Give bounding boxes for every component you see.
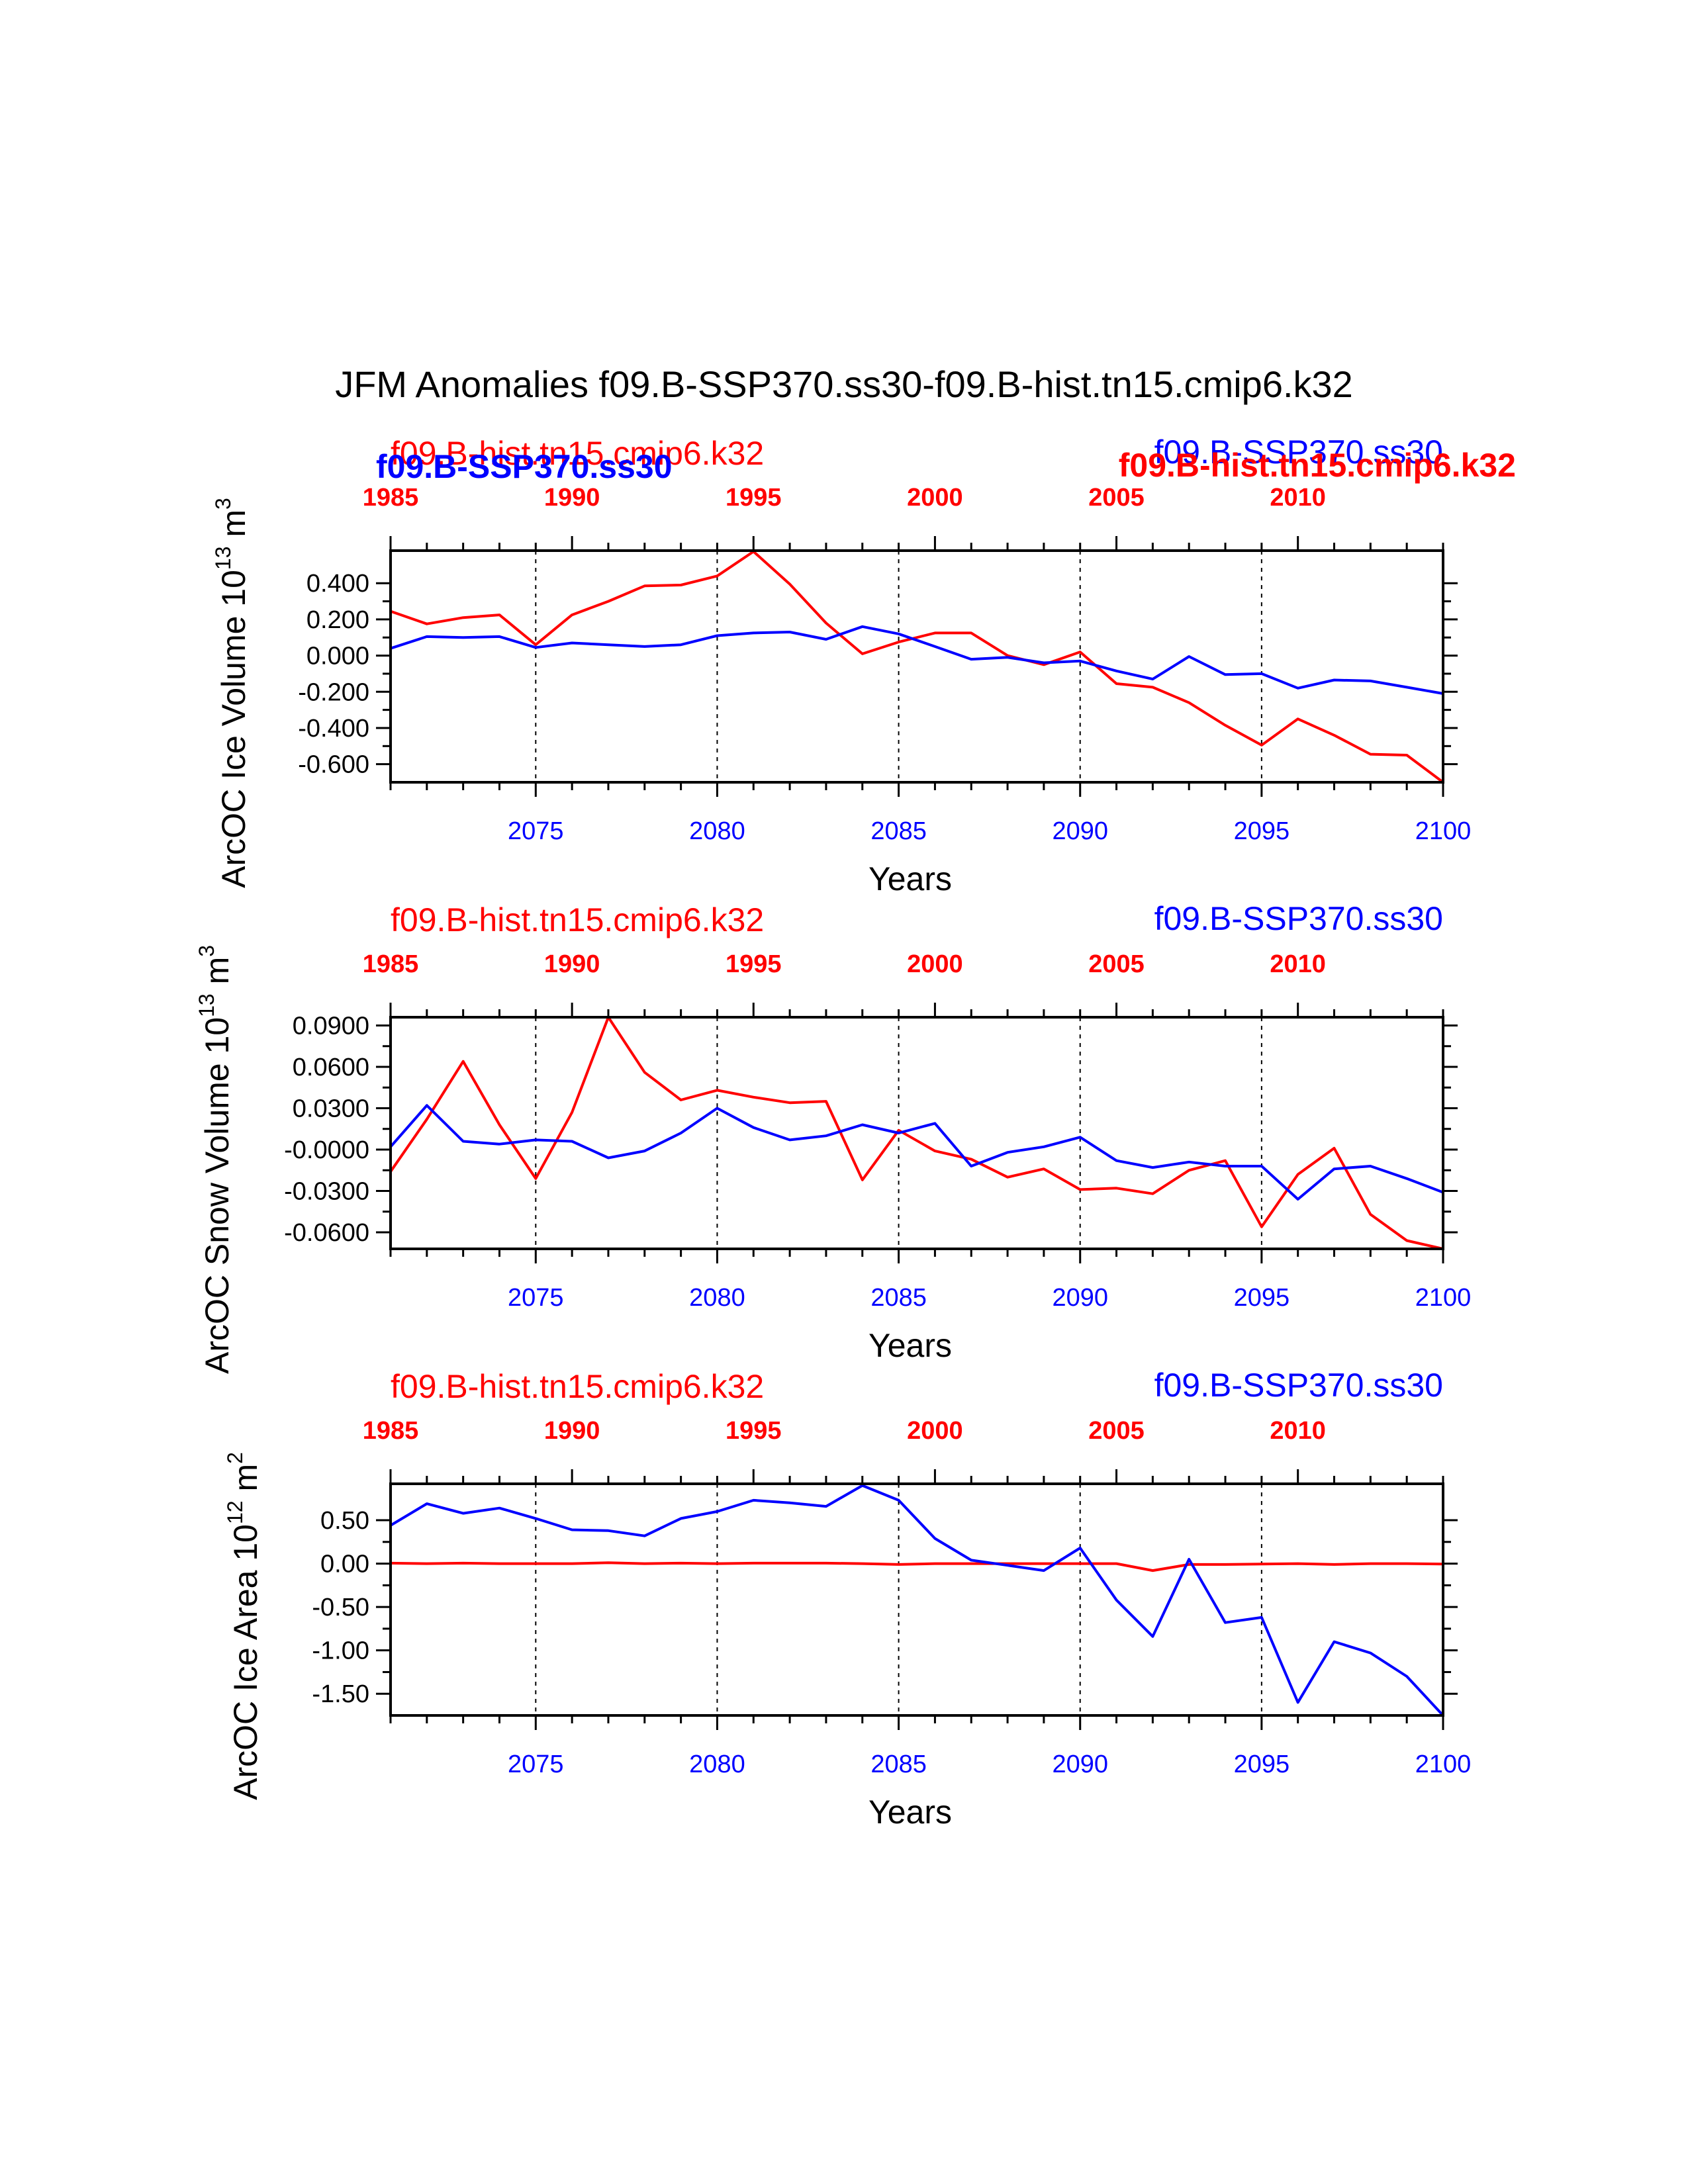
y-tick-label: 0.400 [306,570,369,598]
series-line-red [390,1561,1444,1572]
y-tick-label: -0.400 [298,715,369,743]
x-tick-label-bottom: 2100 [1415,1284,1472,1312]
y-tick-label: 0.0600 [293,1054,369,1081]
series-label-blue-right: f09.B-SSP370.ss30 [1154,900,1443,937]
chart-title: JFM Anomalies f09.B-SSP370.ss30-f09.B-hi… [335,363,1353,405]
x-tick-label-top: 1995 [726,1417,782,1445]
x-tick-label-bottom: 2080 [689,1751,745,1778]
series-label-red-left: f09.B-hist.tn15.cmip6.k32 [391,901,764,938]
panel-2: 2075 2080 2085 2090 2095 2100 1985 1990 1995 2000… [195,900,1471,1374]
x-tick-label-top: 2000 [907,950,963,978]
x-tick-label-bottom: 2100 [1415,1751,1472,1778]
series-label-blue-right: f09.B-SSP370.ss30 [1154,1367,1443,1404]
y-tick-label: -0.200 [298,678,369,706]
series-label-red-left: f09.B-hist.tn15.cmip6.k32 [391,1368,764,1405]
y-axis-label: ArcOC Ice Volume 1013 m3 [211,498,252,888]
x-tick-label-top: 1990 [544,1417,600,1445]
x-tick-label-bottom: 2075 [508,1751,564,1778]
series-line-red [389,1016,1444,1250]
x-tick-label-top: 1995 [726,484,782,512]
panel-3: 2075 2080 2085 2090 2095 2100 1985 1990 1995 2000… [223,1367,1471,1831]
plot-frame [389,549,1444,784]
x-tick-label-bottom: 2095 [1234,1751,1290,1778]
x-tick-label-top: 2010 [1270,950,1326,978]
x-tick-label-bottom: 2080 [689,817,745,845]
y-tick-label: -0.0600 [284,1219,369,1247]
x-tick-label-top: 2010 [1270,484,1326,512]
y-tick-label: 0.200 [306,606,369,634]
x-tick-label-top: 2000 [907,1417,963,1445]
x-tick-label-top: 1985 [363,1417,419,1445]
y-tick-label: -0.0000 [284,1136,369,1164]
x-tick-label-bottom: 2085 [870,1284,927,1312]
x-tick-label-bottom: 2085 [870,817,927,845]
x-axis-label: Years [868,1327,952,1364]
x-tick-label-bottom: 2075 [508,817,564,845]
x-tick-label-bottom: 2075 [508,1284,564,1312]
y-tick-label: 0.50 [320,1507,369,1535]
y-axis-label: ArcOC Ice Area 1012 m2 [223,1452,264,1800]
plot-frame [389,1482,1444,1717]
x-tick-label-bottom: 2095 [1234,817,1290,845]
x-tick-label-top: 1990 [544,950,600,978]
x-tick-label-bottom: 2095 [1234,1284,1290,1312]
x-tick-label-top: 2005 [1088,950,1145,978]
x-tick-label-bottom: 2090 [1052,1284,1108,1312]
y-tick-label: 0.0300 [293,1095,369,1123]
x-tick-label-top: 2005 [1088,1417,1145,1445]
x-tick-label-top: 1985 [363,484,419,512]
series-label-red-right-bold: f09.B-hist.tn15.cmip6.k32 [1119,447,1516,484]
series-label-blue-left-bold: f09.B-SSP370.ss30 [376,448,673,485]
x-tick-label-top: 1995 [726,950,782,978]
x-axis-label: Years [868,1794,952,1831]
y-tick-label: -0.50 [312,1594,369,1621]
y-axis-label: ArcOC Snow Volume 1013 m3 [195,945,236,1374]
x-tick-label-bottom: 2080 [689,1284,745,1312]
x-tick-label-top: 1990 [544,484,600,512]
y-tick-label: -0.600 [298,751,369,779]
x-tick-label-top: 2000 [907,484,963,512]
x-tick-label-top: 2010 [1270,1417,1326,1445]
series-line-blue [389,1104,1444,1201]
x-tick-label-bottom: 2090 [1052,1751,1108,1778]
panel-1: 2075 2080 2085 2090 2095 2100 1985 1990 1995 2000… [211,433,1516,897]
series-line-blue [390,625,1444,695]
y-tick-label: -1.50 [312,1680,369,1708]
x-tick-label-top: 2005 [1088,484,1145,512]
chart-panels: 2075 2080 2085 2090 2095 2100 1985 1990 1995 2000… [195,433,1516,1831]
y-tick-label: -0.0300 [284,1178,369,1206]
x-tick-label-bottom: 2090 [1052,817,1108,845]
x-tick-label-bottom: 2100 [1415,817,1472,845]
y-tick-label: -1.00 [312,1637,369,1665]
series-label-red-left: f09.B-hist.tn15.cmip6.k32 [391,435,764,472]
plot-frame [389,1016,1444,1250]
y-tick-label: 0.000 [306,643,369,670]
x-tick-label-top: 1985 [363,950,419,978]
series-label-blue-right: f09.B-SSP370.ss30 [1154,433,1443,471]
y-tick-label: 0.00 [320,1551,369,1578]
x-axis-label: Years [868,860,952,897]
series-line-blue [389,1484,1444,1717]
y-tick-label: 0.0900 [293,1013,369,1040]
series-line-red [390,550,1444,784]
x-tick-label-bottom: 2085 [870,1751,927,1778]
